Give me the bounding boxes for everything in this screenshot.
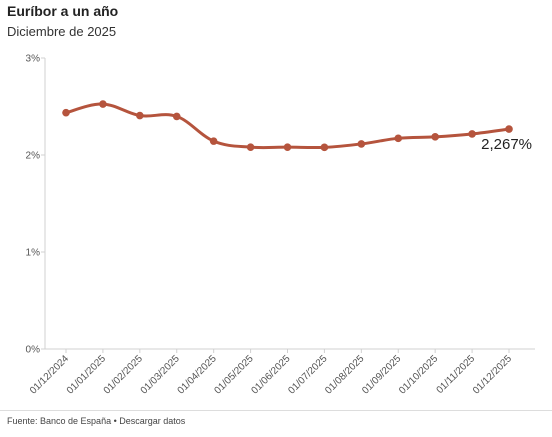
data-point[interactable] (172, 112, 181, 121)
data-point[interactable] (357, 140, 366, 148)
line-chart: 0%1%2%3%01/12/202401/01/202501/02/202501… (26, 54, 535, 397)
footer-divider (0, 410, 552, 411)
data-point[interactable] (431, 133, 439, 141)
data-point[interactable] (246, 143, 255, 151)
series-line (64, 102, 511, 150)
data-point[interactable] (505, 125, 513, 133)
data-point[interactable] (136, 111, 144, 120)
chart-footer: Fuente: Banco de España • Descargar dato… (7, 416, 185, 426)
x-tick-label: 01/12/2025 (471, 353, 514, 396)
y-tick-label: 0% (26, 345, 41, 356)
data-point[interactable] (209, 137, 218, 145)
y-tick-label: 3% (26, 54, 41, 65)
download-data-link[interactable]: Descargar datos (119, 416, 186, 426)
data-point[interactable] (283, 143, 292, 151)
data-point[interactable] (62, 108, 70, 117)
data-point[interactable] (468, 130, 476, 138)
data-point[interactable] (320, 143, 329, 152)
chart-subtitle: Diciembre de 2025 (7, 24, 117, 39)
data-point[interactable] (394, 134, 403, 143)
source-text: Fuente: Banco de España (7, 416, 112, 426)
footer-separator: • (111, 416, 120, 426)
chart-title: Euríbor a un año (7, 3, 119, 19)
y-tick-label: 2% (26, 151, 41, 162)
x-tick-label: 01/10/2025 (397, 353, 440, 396)
y-tick-label: 1% (26, 248, 41, 259)
last-value-label: 2,267% (481, 136, 532, 153)
data-point[interactable] (99, 100, 107, 108)
